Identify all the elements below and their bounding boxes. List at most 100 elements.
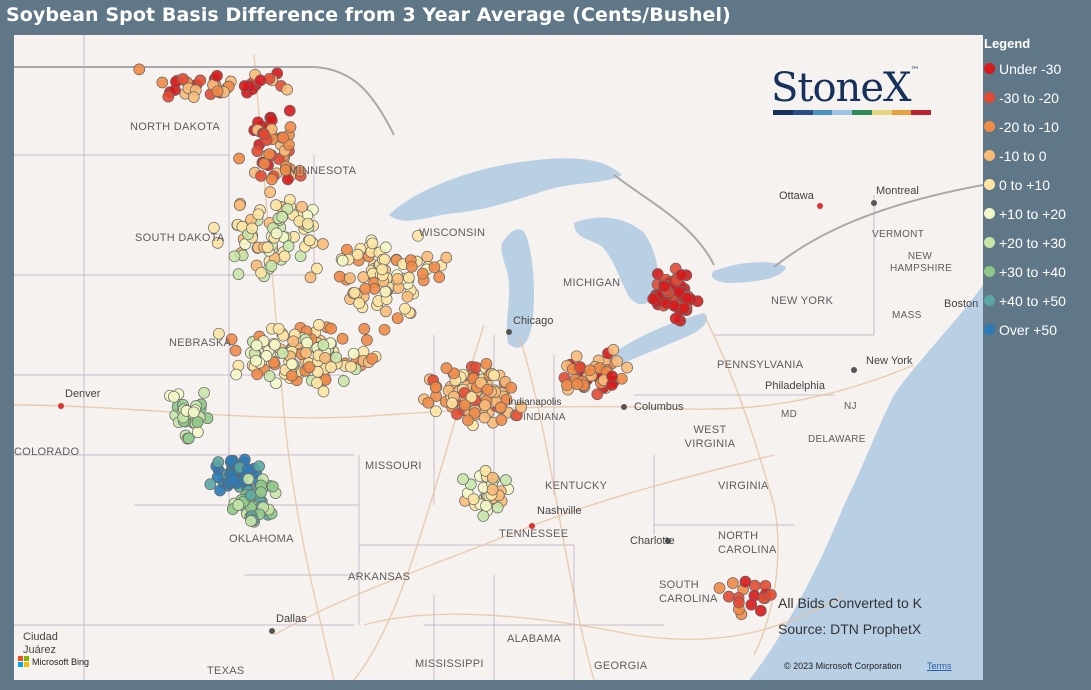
bid-point[interactable] bbox=[266, 480, 279, 493]
bid-point[interactable] bbox=[403, 271, 415, 284]
bid-point[interactable] bbox=[214, 484, 226, 497]
bid-point[interactable] bbox=[251, 368, 264, 381]
bid-point[interactable] bbox=[233, 199, 246, 211]
legend-item[interactable]: +40 to +50 bbox=[984, 286, 1090, 315]
bid-point[interactable] bbox=[379, 241, 392, 254]
bid-point[interactable] bbox=[296, 200, 308, 213]
bid-point[interactable] bbox=[230, 368, 243, 381]
legend-item[interactable]: -10 to 0 bbox=[984, 141, 1090, 170]
bid-point[interactable] bbox=[574, 361, 586, 373]
bid-point[interactable] bbox=[267, 356, 280, 369]
bid-point[interactable] bbox=[615, 372, 628, 385]
bid-point[interactable] bbox=[265, 260, 278, 272]
bid-point[interactable] bbox=[429, 381, 442, 394]
bid-point[interactable] bbox=[250, 354, 262, 367]
bid-point[interactable] bbox=[226, 474, 239, 486]
bid-point[interactable] bbox=[361, 334, 373, 346]
bid-point[interactable] bbox=[246, 222, 258, 235]
bid-point[interactable] bbox=[399, 302, 411, 315]
bid-point[interactable] bbox=[278, 250, 291, 263]
legend-item[interactable]: Over +50 bbox=[984, 315, 1090, 344]
bid-point[interactable] bbox=[726, 577, 739, 589]
bid-point[interactable] bbox=[611, 355, 623, 368]
legend-item[interactable]: +20 to +30 bbox=[984, 228, 1090, 257]
bid-point[interactable] bbox=[446, 397, 458, 409]
bid-point[interactable] bbox=[177, 73, 189, 85]
bid-point[interactable] bbox=[270, 227, 283, 240]
bid-point[interactable] bbox=[317, 385, 330, 398]
bid-point[interactable] bbox=[232, 268, 245, 280]
bid-point[interactable] bbox=[505, 381, 518, 394]
bid-point[interactable] bbox=[379, 285, 392, 298]
bid-point[interactable] bbox=[416, 267, 429, 280]
bid-point[interactable] bbox=[668, 300, 681, 312]
bid-point[interactable] bbox=[330, 351, 343, 364]
bid-point[interactable] bbox=[733, 596, 745, 609]
bid-point[interactable] bbox=[477, 510, 490, 522]
bid-point[interactable] bbox=[287, 335, 300, 348]
bid-point[interactable] bbox=[739, 575, 752, 588]
bid-point[interactable] bbox=[156, 76, 169, 89]
bid-point[interactable] bbox=[378, 323, 391, 336]
bid-point[interactable] bbox=[765, 588, 777, 601]
bid-point[interactable] bbox=[168, 390, 180, 403]
legend-item[interactable]: +10 to +20 bbox=[984, 199, 1090, 228]
bid-point[interactable] bbox=[344, 272, 356, 285]
bid-point[interactable] bbox=[265, 173, 278, 186]
bid-point[interactable] bbox=[561, 379, 573, 391]
bid-point[interactable] bbox=[495, 414, 508, 426]
bid-point[interactable] bbox=[225, 333, 238, 346]
bid-point[interactable] bbox=[479, 399, 491, 412]
bid-point[interactable] bbox=[337, 375, 350, 387]
bid-point[interactable] bbox=[255, 266, 267, 279]
bid-point[interactable] bbox=[488, 369, 500, 382]
bid-point[interactable] bbox=[571, 378, 583, 391]
bid-point[interactable] bbox=[359, 282, 372, 295]
bid-point[interactable] bbox=[198, 386, 210, 399]
bid-point[interactable] bbox=[658, 280, 671, 293]
bid-point[interactable] bbox=[284, 121, 297, 133]
bid-point[interactable] bbox=[478, 411, 491, 424]
bid-point[interactable] bbox=[481, 383, 494, 396]
bid-point[interactable] bbox=[162, 90, 175, 103]
bid-point[interactable] bbox=[317, 339, 330, 351]
bid-point[interactable] bbox=[491, 501, 504, 514]
bid-point[interactable] bbox=[254, 74, 267, 87]
bid-point[interactable] bbox=[285, 369, 298, 382]
bid-point[interactable] bbox=[232, 499, 245, 511]
bid-point[interactable] bbox=[213, 327, 225, 340]
bid-point[interactable] bbox=[348, 286, 361, 299]
bid-point[interactable] bbox=[391, 312, 404, 325]
bid-point[interactable] bbox=[211, 471, 224, 484]
bid-point[interactable] bbox=[584, 364, 596, 377]
bid-point[interactable] bbox=[293, 165, 306, 177]
bid-point[interactable] bbox=[494, 401, 507, 414]
bid-point[interactable] bbox=[745, 598, 758, 611]
bid-point[interactable] bbox=[311, 262, 323, 275]
map-canvas[interactable]: NORTH DAKOTA MINNESOTA SOUTH DAKOTA WISC… bbox=[14, 35, 983, 680]
bid-point[interactable] bbox=[675, 269, 688, 281]
bid-point[interactable] bbox=[194, 74, 207, 87]
bid-point[interactable] bbox=[242, 473, 255, 485]
bid-point[interactable] bbox=[479, 465, 492, 477]
bid-point[interactable] bbox=[250, 339, 263, 352]
bid-point[interactable] bbox=[279, 164, 292, 176]
bid-point[interactable] bbox=[486, 483, 499, 496]
bid-point[interactable] bbox=[754, 604, 767, 617]
bid-point[interactable] bbox=[358, 323, 371, 335]
bid-point[interactable] bbox=[468, 407, 481, 419]
bid-point[interactable] bbox=[277, 131, 289, 144]
bid-point[interactable] bbox=[713, 582, 726, 594]
bid-point[interactable] bbox=[258, 157, 271, 170]
bid-point[interactable] bbox=[570, 350, 583, 363]
bid-point[interactable] bbox=[253, 460, 265, 473]
bid-point[interactable] bbox=[500, 474, 512, 486]
bid-point[interactable] bbox=[133, 63, 146, 76]
bid-point[interactable] bbox=[211, 237, 224, 249]
bid-point[interactable] bbox=[301, 217, 314, 230]
bid-point[interactable] bbox=[366, 352, 378, 365]
bid-point[interactable] bbox=[422, 396, 435, 409]
bid-point[interactable] bbox=[229, 344, 242, 357]
legend-item[interactable]: -20 to -10 bbox=[984, 112, 1090, 141]
bid-point[interactable] bbox=[228, 250, 241, 263]
